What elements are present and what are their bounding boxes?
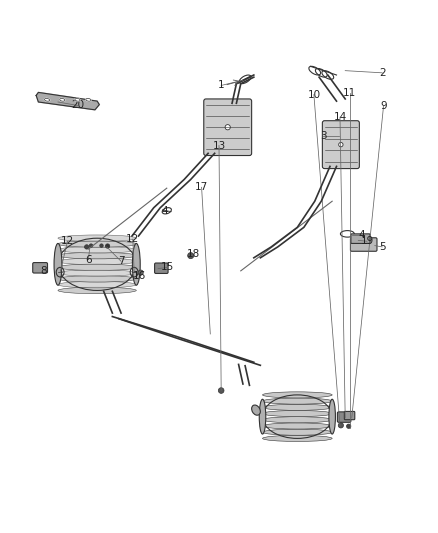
Ellipse shape: [75, 99, 80, 101]
Ellipse shape: [58, 252, 136, 259]
Ellipse shape: [58, 287, 136, 294]
Ellipse shape: [106, 244, 110, 248]
Ellipse shape: [138, 270, 143, 275]
Text: 16: 16: [133, 271, 146, 281]
Ellipse shape: [262, 410, 332, 417]
Text: 6: 6: [85, 255, 92, 264]
Ellipse shape: [329, 399, 336, 434]
Text: 20: 20: [71, 100, 84, 110]
Text: 15: 15: [161, 262, 174, 272]
Ellipse shape: [262, 423, 332, 429]
Ellipse shape: [262, 392, 332, 398]
Ellipse shape: [86, 99, 91, 101]
FancyBboxPatch shape: [337, 412, 351, 422]
Ellipse shape: [252, 405, 260, 415]
FancyBboxPatch shape: [322, 120, 359, 168]
FancyBboxPatch shape: [350, 238, 377, 251]
FancyBboxPatch shape: [33, 263, 47, 273]
Ellipse shape: [187, 253, 194, 259]
Ellipse shape: [225, 125, 230, 130]
Text: 10: 10: [307, 90, 321, 100]
Ellipse shape: [58, 264, 136, 270]
Text: 4: 4: [161, 206, 168, 216]
Text: 8: 8: [41, 266, 47, 276]
Text: 17: 17: [195, 182, 208, 192]
Ellipse shape: [58, 281, 136, 288]
Ellipse shape: [338, 423, 343, 428]
Ellipse shape: [58, 235, 136, 241]
Text: 12: 12: [126, 234, 139, 244]
Ellipse shape: [45, 99, 49, 101]
Ellipse shape: [58, 241, 136, 247]
Text: 1: 1: [218, 80, 225, 91]
Ellipse shape: [89, 244, 93, 247]
Ellipse shape: [262, 417, 332, 423]
Text: 2: 2: [379, 68, 385, 78]
Ellipse shape: [262, 429, 332, 435]
Text: 14: 14: [333, 112, 346, 122]
Text: 18: 18: [187, 249, 200, 260]
Ellipse shape: [58, 247, 136, 253]
Ellipse shape: [219, 387, 224, 393]
Ellipse shape: [58, 270, 136, 276]
Ellipse shape: [262, 398, 332, 404]
FancyBboxPatch shape: [155, 263, 168, 273]
FancyBboxPatch shape: [204, 99, 252, 156]
Text: 4: 4: [358, 230, 365, 240]
Polygon shape: [36, 92, 99, 110]
Ellipse shape: [85, 245, 89, 249]
Ellipse shape: [339, 142, 343, 147]
Ellipse shape: [100, 244, 103, 247]
Ellipse shape: [262, 404, 332, 410]
Text: 13: 13: [212, 141, 226, 150]
Ellipse shape: [132, 244, 140, 285]
Text: 3: 3: [320, 131, 327, 141]
Ellipse shape: [259, 399, 266, 434]
Ellipse shape: [58, 276, 136, 282]
Ellipse shape: [54, 244, 62, 285]
Ellipse shape: [58, 258, 136, 265]
Ellipse shape: [60, 99, 65, 101]
Text: 19: 19: [360, 236, 374, 246]
Text: 11: 11: [343, 88, 356, 98]
Ellipse shape: [262, 435, 332, 441]
Text: 7: 7: [118, 256, 124, 266]
FancyBboxPatch shape: [344, 411, 355, 419]
Ellipse shape: [346, 424, 351, 429]
Text: 9: 9: [380, 101, 387, 111]
Text: 12: 12: [61, 236, 74, 246]
Text: 5: 5: [379, 242, 385, 252]
FancyBboxPatch shape: [351, 234, 370, 244]
